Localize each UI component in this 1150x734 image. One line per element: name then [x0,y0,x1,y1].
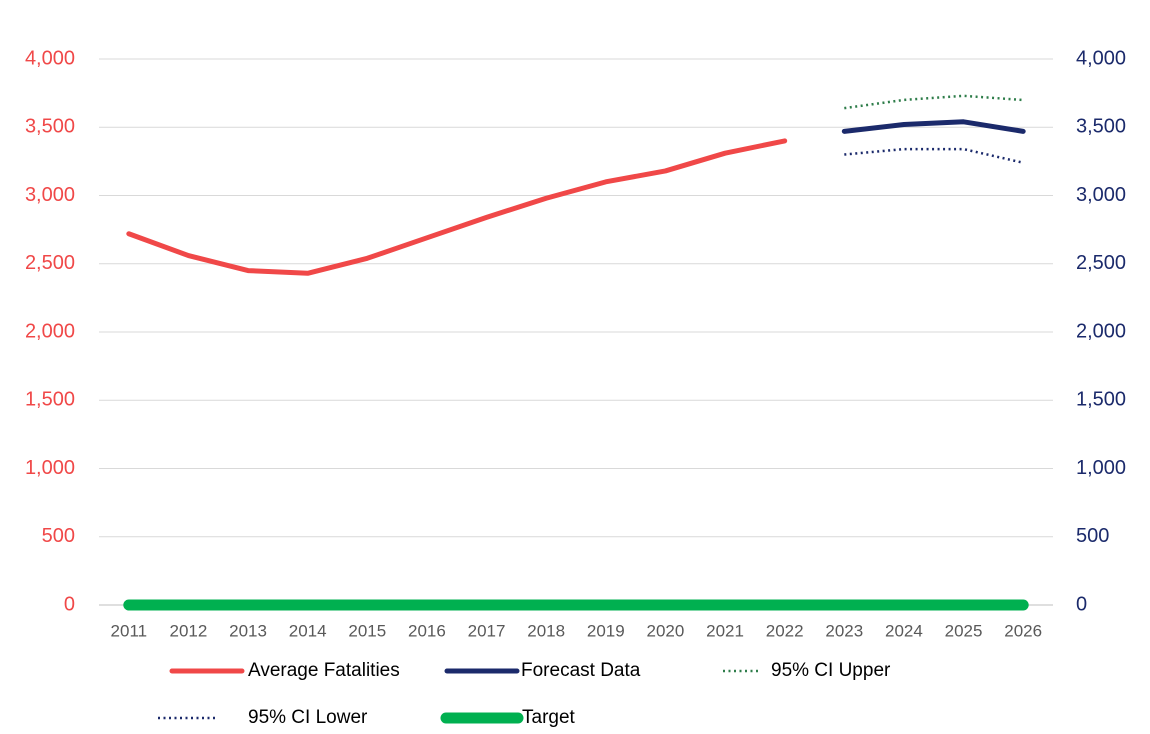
legend-label: Forecast Data [521,660,641,681]
legend-label: 95% CI Upper [771,660,891,681]
x-tick-label: 2022 [766,621,804,640]
y-tick-label: 4,000 [25,47,75,69]
y-tick-label: 0 [64,593,75,615]
y-tick-label: 1,000 [25,457,75,479]
x-tick-label: 2012 [170,621,208,640]
series-line [844,147,1024,164]
x-tick-label: 2021 [706,621,744,640]
y2-tick-label: 4,000 [1076,47,1126,69]
x-tick-label: 2016 [408,621,446,640]
x-tick-label: 2015 [348,621,386,640]
y-tick-label: 2,000 [25,320,75,342]
legend-label: Target [522,707,576,728]
x-tick-label: 2013 [229,621,267,640]
x-tick-label: 2017 [468,621,506,640]
y-tick-label: 1,500 [25,389,75,411]
y2-tick-label: 1,000 [1076,457,1126,479]
y2-tick-label: 0 [1076,593,1087,615]
y2-tick-label: 3,000 [1076,184,1126,206]
x-tick-label: 2026 [1004,621,1042,640]
series-line [126,138,788,276]
x-tick-label: 2024 [885,621,923,640]
y-tick-label: 3,500 [25,116,75,138]
legend-label: Average Fatalities [248,660,400,681]
series-line [844,94,1024,110]
legend-label: 95% CI Lower [248,707,368,728]
y2-tick-label: 500 [1076,525,1109,547]
x-tick-label: 2011 [111,621,148,640]
x-tick-label: 2018 [527,621,565,640]
x-tick-label: 2025 [945,621,983,640]
y-tick-label: 3,000 [25,184,75,206]
series-line [841,119,1026,134]
y2-tick-label: 3,500 [1076,116,1126,138]
y2-tick-label: 1,500 [1076,389,1126,411]
x-tick-label: 2020 [647,621,685,640]
x-tick-label: 2014 [289,621,327,640]
y2-tick-label: 2,000 [1076,320,1126,342]
y2-tick-label: 2,500 [1076,252,1126,274]
y-tick-label: 2,500 [25,252,75,274]
x-tick-label: 2019 [587,621,625,640]
x-tick-label: 2023 [825,621,863,640]
y-tick-label: 500 [42,525,75,547]
